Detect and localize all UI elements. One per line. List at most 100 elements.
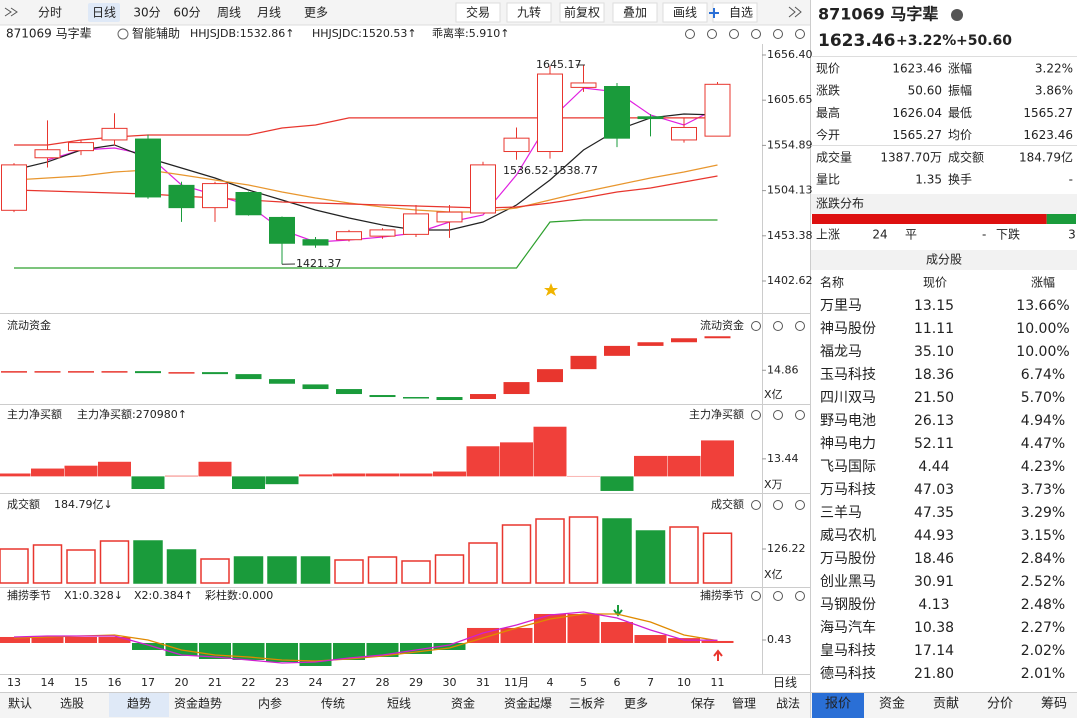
- stock-name[interactable]: 神马股份: [820, 321, 876, 337]
- tab[interactable]: 月线: [257, 6, 281, 20]
- chart-icon[interactable]: [729, 29, 739, 39]
- panel-icon[interactable]: [773, 410, 783, 420]
- panel-title-right: 流动资金: [700, 318, 744, 332]
- tool-button[interactable]: 叠加: [623, 6, 647, 20]
- bottom-tab[interactable]: 资金起爆: [504, 696, 552, 711]
- chart-icon[interactable]: [685, 29, 695, 39]
- assist-label[interactable]: 智能辅助: [132, 26, 180, 41]
- tool-button[interactable]: 前复权: [564, 5, 600, 20]
- flow-bar: [235, 374, 262, 380]
- tab-active: [88, 3, 120, 22]
- bottom-tab[interactable]: 资金: [451, 696, 475, 711]
- stock-pct: 10.00%: [1016, 344, 1069, 360]
- bottom-tab[interactable]: 内参: [258, 696, 282, 711]
- stock-name[interactable]: 皇马科技: [820, 643, 876, 659]
- indicator: 乖离率:5.910↑: [432, 26, 509, 40]
- season-bar: [266, 642, 298, 663]
- stock-name[interactable]: 海马汽车: [820, 619, 876, 636]
- bottom-action[interactable]: 保存: [691, 697, 715, 711]
- candle-body: [1, 164, 27, 211]
- side-tab[interactable]: 资金: [879, 696, 905, 712]
- tab[interactable]: 分时: [38, 6, 62, 20]
- chart-icon[interactable]: [707, 29, 717, 39]
- stock-pct: 2.27%: [1021, 620, 1065, 636]
- side-tab[interactable]: 筹码: [1041, 696, 1067, 712]
- tab[interactable]: 更多: [304, 6, 328, 20]
- stock-name[interactable]: 创业黑马: [820, 574, 876, 590]
- bottom-action[interactable]: 管理: [732, 696, 756, 711]
- flow-bar: [101, 371, 128, 373]
- panel-icon[interactable]: [751, 591, 761, 601]
- y-tick-label: 1554.89: [767, 138, 813, 151]
- bottom-action[interactable]: 战法: [776, 697, 800, 711]
- tab[interactable]: 周线: [217, 6, 241, 20]
- bottom-tab[interactable]: 传统: [321, 696, 345, 711]
- x-tick-label: 17: [141, 676, 155, 689]
- panel-icon[interactable]: [795, 410, 805, 420]
- tab[interactable]: 60分: [173, 6, 200, 20]
- net-bar: [533, 426, 567, 477]
- chart-icon[interactable]: [773, 29, 783, 39]
- bottom-tab[interactable]: 默认: [8, 696, 32, 711]
- tool-button[interactable]: 画线: [673, 6, 697, 20]
- indicator: HHJSJDC:1520.53↑: [312, 27, 417, 40]
- stock-price: 35.10: [914, 344, 954, 360]
- section-title: 涨跌分布: [816, 196, 864, 211]
- net-bar: [600, 476, 634, 491]
- info-icon[interactable]: [951, 9, 963, 21]
- stock-name[interactable]: 德马科技: [820, 666, 876, 682]
- bottom-tab[interactable]: 趋势: [127, 697, 151, 711]
- bottom-tab[interactable]: 短线: [387, 697, 411, 711]
- volume-bar: [702, 532, 733, 584]
- chart-icon[interactable]: [795, 29, 805, 39]
- stock-name[interactable]: 马钢股份: [820, 597, 876, 613]
- x-tick-label: 11月: [504, 676, 529, 689]
- tab-active: [109, 693, 169, 717]
- collapse-icon[interactable]: [4, 7, 18, 17]
- candle-body: [470, 164, 496, 214]
- panel-icon[interactable]: [751, 500, 761, 510]
- panel-icon[interactable]: [751, 321, 761, 331]
- panel-icon[interactable]: [795, 500, 805, 510]
- stock-name[interactable]: 万马股份: [820, 551, 876, 567]
- panel-icon[interactable]: [751, 410, 761, 420]
- panel-icon[interactable]: [773, 591, 783, 601]
- stock-name[interactable]: 万里马: [820, 298, 862, 314]
- stock-name[interactable]: 神马电力: [820, 436, 876, 452]
- tab[interactable]: 日线: [92, 6, 116, 20]
- stock-name[interactable]: 四川双马: [820, 390, 876, 406]
- stock-name[interactable]: 三羊马: [820, 505, 862, 521]
- side-tab[interactable]: 分价: [987, 697, 1013, 712]
- stock-name[interactable]: 飞马国际: [820, 459, 876, 475]
- flow-bar: [269, 379, 295, 384]
- panel-icon[interactable]: [795, 321, 805, 331]
- side-tab[interactable]: 报价: [825, 697, 851, 712]
- panel-icon[interactable]: [773, 321, 783, 331]
- tool-button[interactable]: 九转: [517, 5, 541, 20]
- expand-icon[interactable]: [788, 6, 802, 18]
- assist-icon[interactable]: [117, 28, 129, 40]
- tab[interactable]: 30分: [133, 6, 160, 20]
- y-tick-label: 126.22: [767, 542, 806, 555]
- bottom-tab[interactable]: 三板斧: [569, 697, 605, 711]
- panel-icon[interactable]: [773, 500, 783, 510]
- bottom-tab[interactable]: 选股: [60, 697, 84, 711]
- flow-bar: [436, 397, 463, 401]
- stock-name[interactable]: 威马农机: [820, 528, 876, 544]
- stock-price: 18.46: [914, 551, 954, 567]
- volume-bar: [267, 556, 297, 584]
- stock-name[interactable]: 万马科技: [820, 482, 876, 498]
- side-tab[interactable]: 贡献: [933, 697, 959, 712]
- tool-button[interactable]: 交易: [466, 5, 490, 20]
- x-tick-label: 14: [41, 676, 55, 689]
- stock-name[interactable]: 玉马科技: [820, 367, 876, 383]
- stock-name[interactable]: 野马电池: [820, 413, 876, 429]
- panel-title: 捕捞季节: [7, 588, 51, 602]
- panel-icon[interactable]: [795, 591, 805, 601]
- x-tick-label: 16: [108, 676, 122, 689]
- tool-button[interactable]: 自选: [729, 6, 753, 20]
- bottom-tab[interactable]: 资金趋势: [174, 696, 222, 711]
- chart-icon[interactable]: [751, 29, 761, 39]
- stock-name[interactable]: 福龙马: [820, 344, 862, 360]
- bottom-tab[interactable]: 更多: [624, 697, 648, 711]
